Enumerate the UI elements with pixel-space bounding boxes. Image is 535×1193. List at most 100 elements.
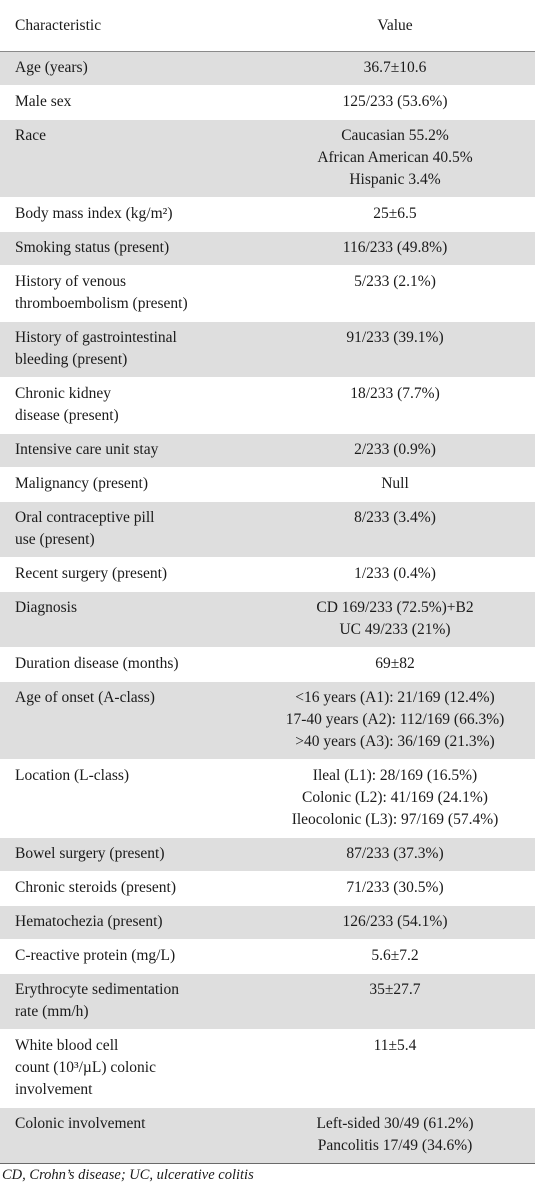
characteristic-cell: Chronic steroids (present)	[0, 872, 255, 906]
table-row: Malignancy (present) Null	[0, 467, 535, 502]
characteristic-text: Duration disease (months)	[15, 655, 179, 672]
value-text: <16 years (A1): 21/169 (12.4%)	[295, 689, 495, 706]
characteristic-cell: Duration disease (months)	[0, 648, 255, 682]
value-cell: 35±27.7	[255, 974, 535, 1030]
value-text: 125/233 (53.6%)	[342, 93, 448, 110]
value-text: Colonic (L2): 41/169 (24.1%)	[302, 789, 488, 806]
value-cell: 126/233 (54.1%)	[255, 906, 535, 940]
table-row: Chronic steroids (present) 71/233 (30.5%)	[0, 871, 535, 906]
header-row: Characteristic Value	[0, 0, 535, 52]
table-body: Age (years) 36.7±10.6 Male sex 125/233 (53.…	[0, 51, 535, 1164]
characteristic-cell: Race	[0, 120, 255, 198]
characteristic-text: Colonic involvement	[15, 1115, 146, 1132]
characteristic-cell: Oral contraceptive pill use (present)	[0, 502, 255, 558]
characteristic-text: count (10³/µL) colonic	[15, 1059, 156, 1076]
characteristic-text: Intensive care unit stay	[15, 441, 159, 458]
value-text: Ileocolonic (L3): 97/169 (57.4%)	[291, 811, 499, 828]
characteristic-text: Body mass index (kg/m²)	[15, 205, 173, 222]
characteristic-text: Location (L-class)	[15, 767, 130, 784]
table-row: Diagnosis CD 169/233 (72.5%)+B2 UC 49/233 …	[0, 591, 535, 648]
table-row: Male sex 125/233 (53.6%)	[0, 85, 535, 120]
characteristic-text: White blood cell	[15, 1037, 119, 1054]
value-text: 126/233 (54.1%)	[342, 913, 448, 930]
table-header: Characteristic Value	[0, 0, 535, 52]
characteristic-text: thromboembolism (present)	[15, 295, 188, 312]
characteristic-cell: Age of onset (A-class)	[0, 682, 255, 760]
characteristic-text: rate (mm/h)	[15, 1003, 89, 1020]
characteristic-text: Diagnosis	[15, 599, 77, 616]
table-row: Recent surgery (present) 1/233 (0.4%)	[0, 557, 535, 592]
table-row: Intensive care unit stay 2/233 (0.9%)	[0, 433, 535, 468]
header-value: Value	[255, 0, 535, 52]
characteristic-text: Recent surgery (present)	[15, 565, 168, 582]
value-text: 35±27.7	[369, 981, 421, 998]
table-row: White blood cell count (10³/µL) colonic in…	[0, 1029, 535, 1108]
table-row: Race Caucasian 55.2% African American 40.5…	[0, 119, 535, 198]
value-text: 8/233 (3.4%)	[354, 509, 436, 526]
value-text: CD 169/233 (72.5%)+B2	[316, 599, 474, 616]
characteristic-text: Malignancy (present)	[15, 475, 148, 492]
characteristic-cell: Colonic involvement	[0, 1108, 255, 1164]
characteristics-table: Characteristic Value Age (years) 36.7±10.…	[0, 0, 535, 1164]
characteristic-text: Hematochezia (present)	[15, 913, 163, 930]
characteristic-text: Bowel surgery (present)	[15, 845, 165, 862]
value-cell: 11±5.4	[255, 1030, 535, 1108]
value-cell: 36.7±10.6	[255, 52, 535, 86]
table-row: Oral contraceptive pill use (present) 8/23…	[0, 501, 535, 558]
value-cell: Left-sided 30/49 (61.2%) Pancolitis 17/49…	[255, 1108, 535, 1164]
value-text: Left-sided 30/49 (61.2%)	[316, 1115, 474, 1132]
value-text: 116/233 (49.8%)	[342, 239, 448, 256]
value-text: Caucasian 55.2%	[341, 127, 449, 144]
characteristic-text: Age of onset (A-class)	[15, 689, 155, 706]
table-footnote: CD, Crohn’s disease; UC, ulcerative coli…	[2, 1167, 254, 1183]
characteristic-cell: Hematochezia (present)	[0, 906, 255, 940]
value-cell: 5/233 (2.1%)	[255, 266, 535, 322]
characteristic-cell: Recent surgery (present)	[0, 558, 255, 592]
value-cell: <16 years (A1): 21/169 (12.4%) 17-40 year…	[255, 682, 535, 760]
value-text: 17-40 years (A2): 112/169 (66.3%)	[285, 711, 505, 728]
characteristic-cell: History of venous thromboembolism (presen…	[0, 266, 255, 322]
value-cell: 71/233 (30.5%)	[255, 872, 535, 906]
value-cell: Ileal (L1): 28/169 (16.5%) Colonic (L2): …	[255, 760, 535, 838]
value-text: 36.7±10.6	[363, 59, 427, 76]
value-cell: 18/233 (7.7%)	[255, 378, 535, 434]
characteristic-text: Age (years)	[15, 59, 88, 76]
characteristic-text: Oral contraceptive pill	[15, 509, 155, 526]
value-text: African American 40.5%	[317, 149, 473, 166]
characteristic-cell: History of gastrointestinal bleeding (pre…	[0, 322, 255, 378]
table-row: Hematochezia (present) 126/233 (54.1%)	[0, 905, 535, 940]
value-text: 71/233 (30.5%)	[346, 879, 444, 896]
characteristic-cell: White blood cell count (10³/µL) colonic in…	[0, 1030, 255, 1108]
characteristic-cell: Diagnosis	[0, 592, 255, 648]
value-text: Null	[381, 475, 409, 492]
value-text: Ileal (L1): 28/169 (16.5%)	[312, 767, 478, 784]
characteristic-text: bleeding (present)	[15, 351, 128, 368]
table-row: History of venous thromboembolism (presen…	[0, 265, 535, 322]
value-cell: 69±82	[255, 648, 535, 682]
value-cell: 8/233 (3.4%)	[255, 502, 535, 558]
characteristic-cell: Male sex	[0, 86, 255, 120]
characteristic-cell: Location (L-class)	[0, 760, 255, 838]
table-row: C-reactive protein (mg/L) 5.6±7.2	[0, 939, 535, 974]
characteristic-text: Smoking status (present)	[15, 239, 170, 256]
table-row: Chronic kidney disease (present) 18/233 (7…	[0, 377, 535, 434]
header-characteristic: Characteristic	[0, 0, 255, 52]
table-row: Colonic involvement Left-sided 30/49 (61.…	[0, 1107, 535, 1164]
value-text: 1/233 (0.4%)	[354, 565, 436, 582]
value-cell: 5.6±7.2	[255, 940, 535, 974]
characteristic-cell: Intensive care unit stay	[0, 434, 255, 468]
characteristic-text: Race	[15, 127, 46, 144]
table-row: Erythrocyte sedimentation rate (mm/h) 35±2…	[0, 973, 535, 1030]
value-text: 91/233 (39.1%)	[346, 329, 444, 346]
value-cell: Caucasian 55.2% African American 40.5% His…	[255, 120, 535, 198]
table-row: Bowel surgery (present) 87/233 (37.3%)	[0, 837, 535, 872]
table-row: Body mass index (kg/m²) 25±6.5	[0, 197, 535, 232]
value-cell: 25±6.5	[255, 198, 535, 232]
characteristic-cell: C-reactive protein (mg/L)	[0, 940, 255, 974]
value-text: 11±5.4	[373, 1037, 417, 1054]
value-text: 25±6.5	[373, 205, 417, 222]
characteristic-text: Erythrocyte sedimentation	[15, 981, 179, 998]
characteristic-cell: Smoking status (present)	[0, 232, 255, 266]
value-cell: 91/233 (39.1%)	[255, 322, 535, 378]
